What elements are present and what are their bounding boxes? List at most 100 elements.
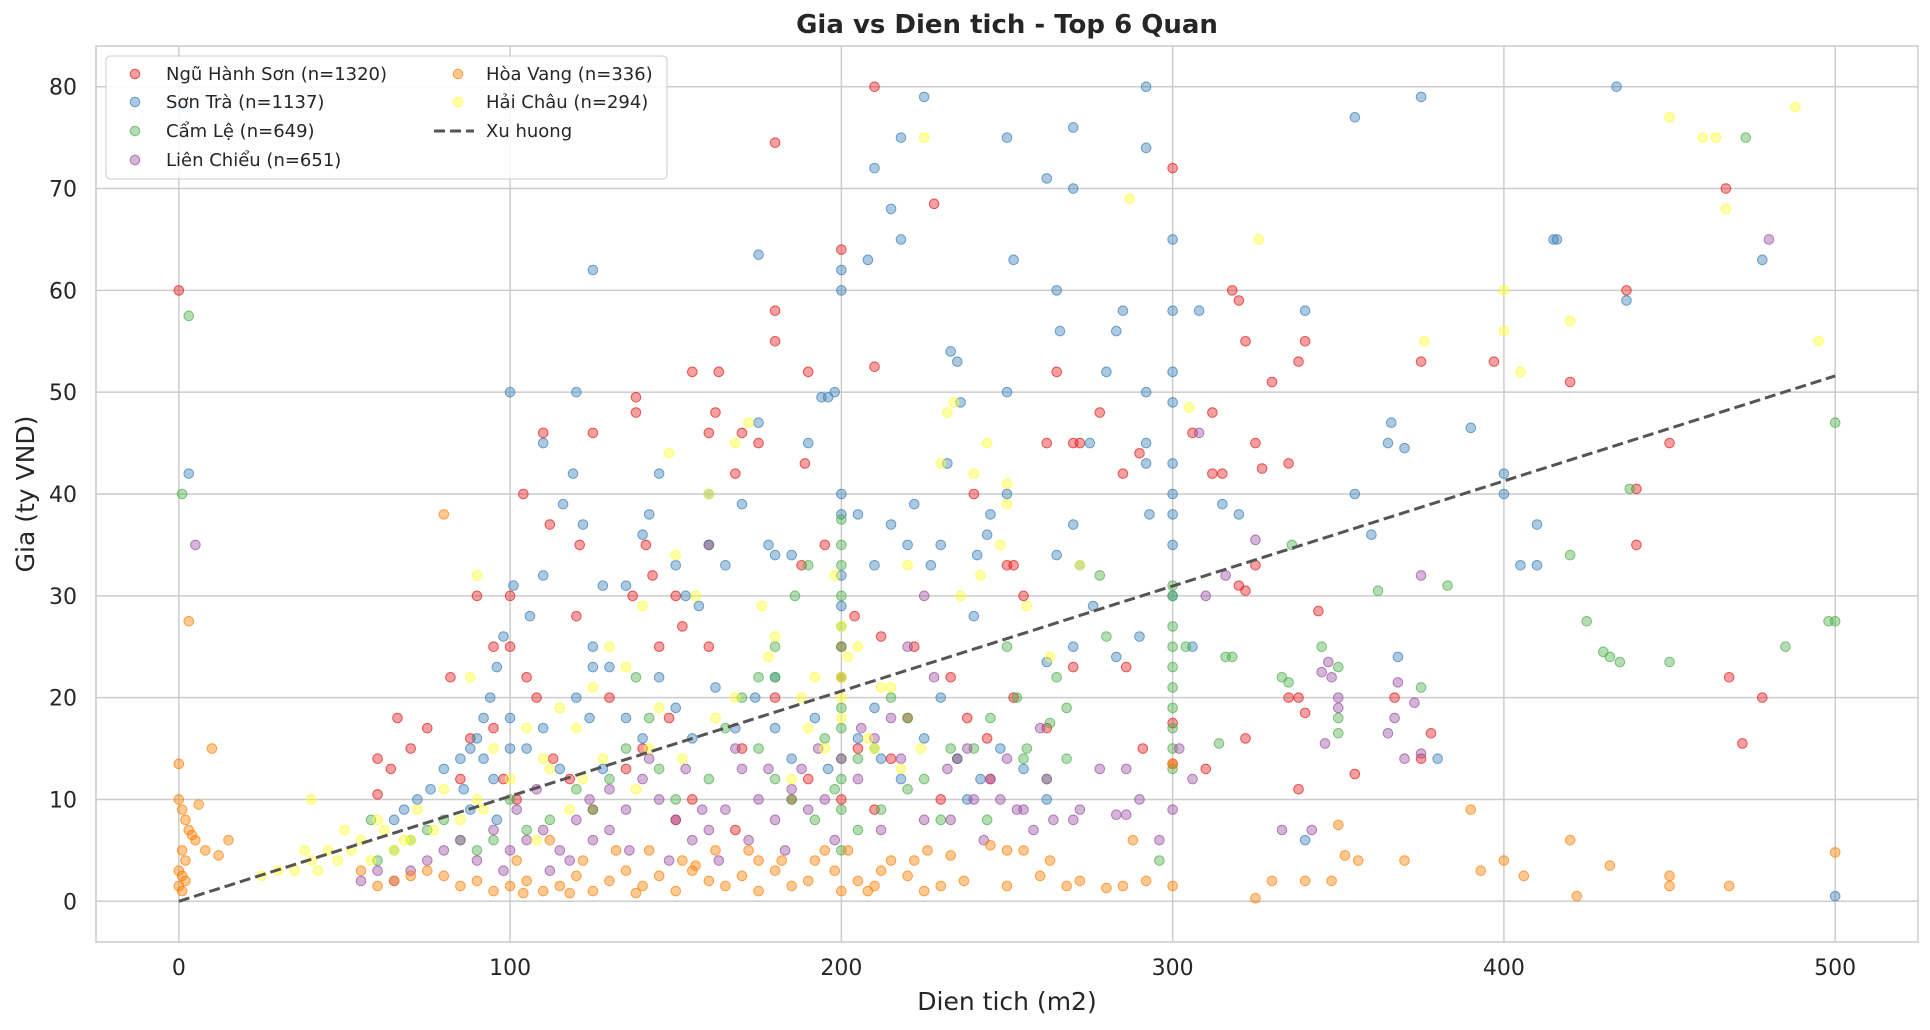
data-point (1415, 748, 1427, 759)
data-point (544, 814, 556, 826)
data-point (918, 132, 930, 143)
data-point (958, 875, 970, 887)
data-point (1011, 804, 1023, 815)
data-point (1564, 834, 1576, 846)
data-point (981, 733, 993, 744)
data-point (1283, 458, 1294, 469)
data-point (670, 559, 682, 571)
data-point (1240, 733, 1251, 744)
data-point (918, 885, 930, 897)
data-point (587, 804, 599, 815)
data-point (1167, 397, 1178, 408)
data-point (547, 753, 559, 765)
data-point (1226, 285, 1238, 296)
data-point (458, 783, 470, 795)
data-point (471, 733, 483, 744)
data-point (213, 850, 224, 861)
data-point (753, 417, 764, 429)
data-point (176, 870, 188, 882)
data-point (915, 743, 927, 754)
data-point (1385, 417, 1397, 429)
data-point (544, 865, 556, 877)
data-point (1737, 738, 1748, 749)
data-point (836, 702, 847, 714)
data-point (186, 829, 198, 841)
data-point (670, 702, 682, 714)
data-point (945, 743, 956, 754)
data-point (769, 722, 781, 734)
data-point (1111, 651, 1122, 663)
data-point (952, 753, 963, 765)
data-point (753, 794, 764, 805)
data-point (686, 834, 698, 846)
data-point (693, 600, 705, 612)
data-point (630, 391, 642, 403)
data-point (1611, 81, 1622, 93)
data-point (836, 590, 847, 602)
data-point (355, 875, 367, 887)
data-point (1061, 702, 1072, 714)
data-point (1213, 738, 1225, 749)
data-point (1193, 427, 1205, 439)
data-point (183, 468, 195, 479)
data-point (763, 651, 774, 663)
data-point (511, 855, 523, 866)
data-point (1111, 809, 1122, 821)
data-point (521, 743, 532, 754)
x-tick-label: 200 (820, 956, 862, 981)
data-point (1074, 437, 1086, 449)
data-point (769, 814, 781, 826)
data-point (680, 763, 691, 775)
data-point (1120, 661, 1132, 673)
data-point (1094, 570, 1106, 581)
legend-label: Cẩm Lệ (n=649) (166, 121, 315, 142)
data-point (769, 692, 781, 703)
data-point (1041, 173, 1053, 184)
data-point (484, 692, 496, 703)
data-point (875, 824, 887, 836)
data-point (610, 845, 622, 856)
data-point (488, 824, 499, 836)
data-point (1349, 768, 1361, 780)
data-point (677, 855, 688, 866)
data-point (703, 539, 715, 551)
data-point (504, 641, 516, 653)
data-point (1061, 753, 1072, 765)
data-point (753, 743, 764, 754)
data-point (521, 671, 532, 683)
data-point (1425, 727, 1437, 739)
data-point (412, 794, 423, 805)
data-point (571, 870, 582, 882)
data-point (1044, 717, 1056, 729)
y-tick-label: 10 (49, 788, 77, 813)
data-point (643, 845, 655, 856)
data-point (1167, 702, 1178, 714)
y-axis-title: Gia (ty VND) (11, 416, 40, 573)
data-point (620, 743, 632, 754)
data-point (985, 839, 996, 851)
data-point (640, 539, 652, 551)
data-point (587, 682, 599, 693)
data-point (1697, 132, 1708, 143)
data-point (372, 753, 383, 765)
data-point (842, 845, 854, 856)
data-point (627, 590, 638, 602)
data-point (1101, 366, 1112, 378)
data-point (985, 509, 996, 520)
data-point (653, 468, 665, 479)
data-point (1664, 111, 1675, 123)
data-point (173, 880, 185, 892)
data-point (786, 753, 797, 765)
data-point (869, 81, 880, 93)
data-point (819, 539, 831, 551)
data-point (1001, 498, 1013, 510)
data-point (1240, 335, 1251, 347)
data-point (928, 671, 940, 683)
data-point (1018, 845, 1029, 856)
data-point (677, 753, 688, 765)
data-point (769, 773, 781, 785)
data-point (703, 488, 715, 500)
legend: Ngũ Hành Sơn (n=1320) Sơn Trà (n=1137) Cẩm… (105, 55, 668, 180)
data-point (306, 794, 317, 805)
data-point (620, 763, 632, 775)
